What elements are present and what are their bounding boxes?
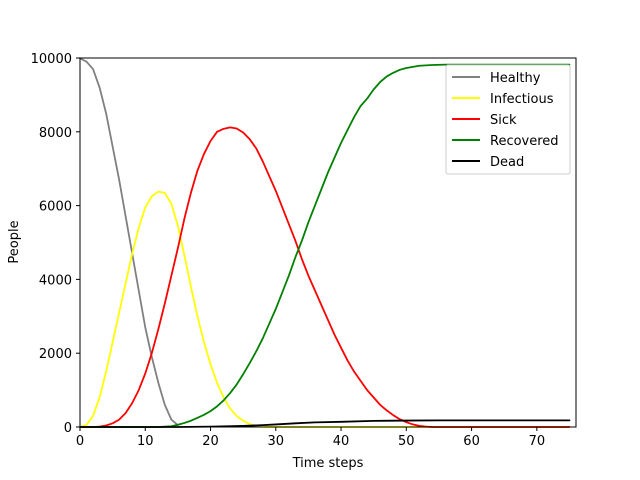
series-line-sick: [79, 126, 571, 428]
plot-frame: [79, 57, 577, 428]
x-tick-label: 30: [268, 434, 285, 449]
y-tick-label: 4000: [39, 273, 72, 288]
legend-label-recovered: Recovered: [490, 134, 559, 149]
y-axis: 0 2000 4000 6000 8000 10000: [31, 52, 80, 436]
x-axis-label: Time steps: [292, 456, 364, 471]
x-tick-label: 40: [333, 434, 350, 449]
legend-label-dead: Dead: [490, 155, 524, 170]
legend: Healthy Infectious Sick Recovered Dead: [445, 64, 571, 175]
legend-label-infectious: Infectious: [490, 92, 554, 107]
x-tick-label: 50: [398, 434, 415, 449]
x-axis: 0 10 20 30 40 50 60 70: [76, 427, 545, 449]
y-tick-label: 0: [64, 421, 72, 436]
y-tick-label: 10000: [31, 52, 72, 67]
x-tick-label: 0: [76, 434, 84, 449]
y-tick-label: 8000: [39, 126, 72, 141]
series-line-recovered: [79, 63, 571, 428]
x-tick-label: 10: [137, 434, 154, 449]
x-tick-label: 70: [529, 434, 546, 449]
legend-box: [445, 64, 571, 175]
y-axis-label: People: [7, 220, 22, 263]
x-tick-label: 20: [202, 434, 219, 449]
legend-label-healthy: Healthy: [490, 71, 541, 86]
series-line-infectious: [79, 190, 571, 428]
series-line-healthy: [79, 57, 179, 427]
series-layer: [79, 57, 571, 428]
legend-label-sick: Sick: [490, 113, 517, 128]
y-tick-label: 2000: [39, 347, 72, 362]
x-tick-label: 60: [463, 434, 480, 449]
y-tick-label: 6000: [39, 200, 72, 215]
